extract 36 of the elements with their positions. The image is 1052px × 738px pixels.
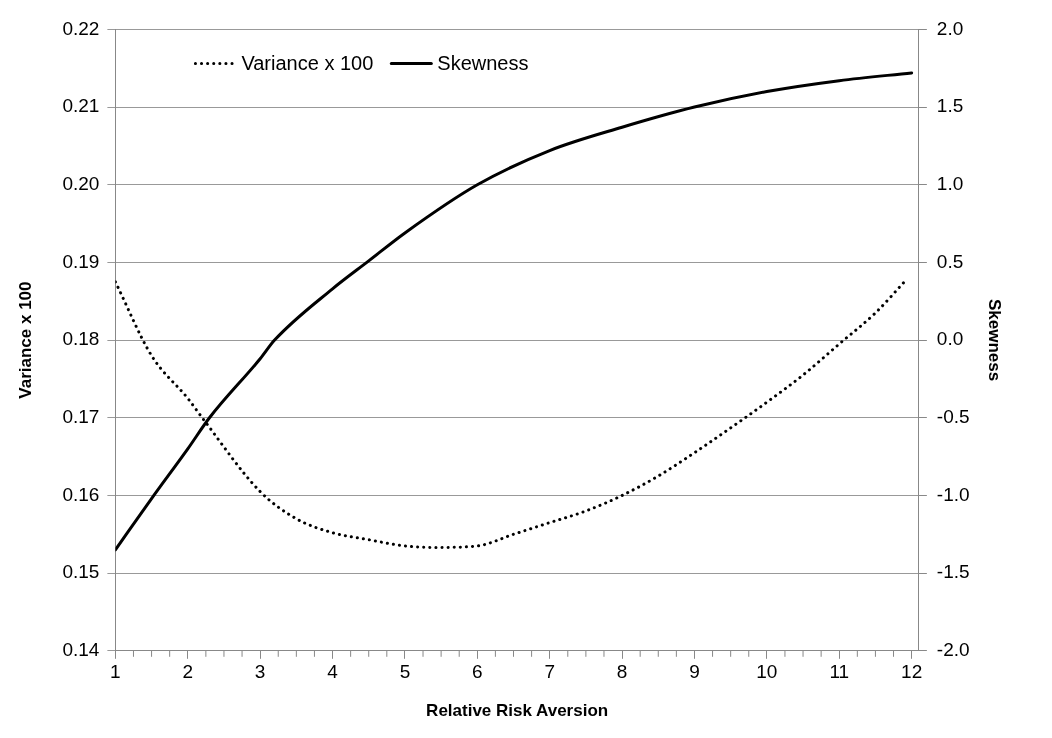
- y-tick-label: 0.15: [62, 561, 100, 583]
- y2-tick-label: 1.5: [936, 95, 964, 117]
- y2-tick-label: -0.5: [936, 406, 970, 428]
- y2-tick-label: 0.5: [936, 250, 964, 272]
- x-tick-label: 11: [829, 661, 850, 683]
- x-tick-label: 6: [472, 661, 483, 683]
- x-axis-title: Relative Risk Aversion: [426, 701, 609, 721]
- x-tick-label: 9: [689, 661, 700, 683]
- x-tick-label: 10: [756, 661, 778, 683]
- x-tick-label: 3: [254, 661, 266, 683]
- y-tick-label: 0.20: [62, 172, 100, 194]
- y-tick-label: 0.17: [62, 406, 100, 428]
- y2-tick-label: 2.0: [936, 17, 964, 39]
- y2-axis-title: Skewness: [985, 298, 1005, 382]
- legend-label: Variance x 100: [241, 51, 374, 74]
- y-tick-label: 0.21: [62, 95, 100, 117]
- y2-tick-label: -2.0: [936, 639, 970, 661]
- x-tick-label: 5: [399, 661, 411, 683]
- x-tick-label: 2: [182, 661, 194, 683]
- line-series: [115, 71, 914, 552]
- x-tick-label: 12: [901, 661, 923, 683]
- y-axis-title: Variance x 100: [15, 281, 35, 399]
- y2-tick-label: -1.5: [936, 561, 970, 583]
- x-tick-label: 8: [616, 661, 628, 683]
- x-tick-label: 4: [327, 661, 339, 683]
- x-tick-label: 1: [110, 661, 121, 683]
- y-tick-label: 0.18: [62, 328, 100, 350]
- y-tick-label: 0.16: [62, 483, 100, 505]
- x-tick-label: 7: [544, 661, 555, 683]
- y-tick-label: 0.22: [62, 17, 100, 39]
- legend-label: Skewness: [437, 51, 529, 74]
- y-tick-label: 0.14: [62, 639, 100, 661]
- y-tick-label: 0.19: [62, 250, 100, 272]
- y2-tick-label: 0.0: [936, 328, 964, 350]
- y2-tick-label: 1.0: [936, 172, 964, 194]
- y2-tick-label: -1.0: [936, 483, 970, 505]
